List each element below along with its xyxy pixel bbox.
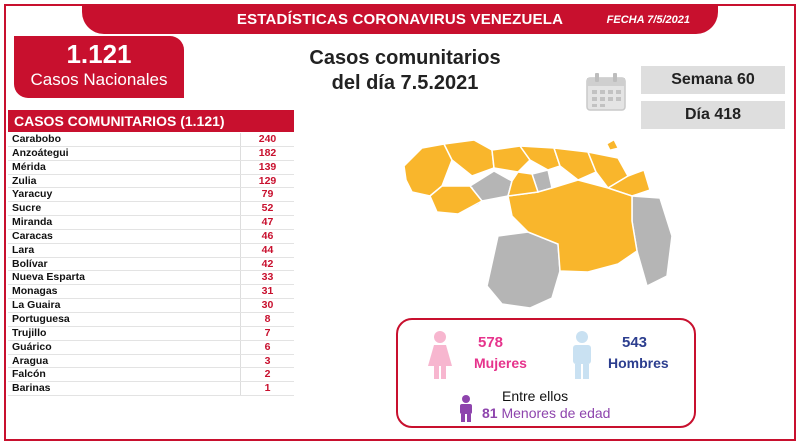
venezuela-map — [403, 139, 673, 309]
list-item: Bolívar 42 — [8, 257, 294, 272]
list-item: Falcón 2 — [8, 368, 294, 383]
state-cases: 79 — [240, 188, 294, 202]
headline-line-1: Casos comunitarios — [309, 47, 501, 69]
list-item: Trujillo 7 — [8, 326, 294, 341]
community-table-title: CASOS COMUNITARIOS (1.121) — [8, 110, 294, 132]
state-cases: 31 — [240, 285, 294, 299]
state-cases: 139 — [240, 160, 294, 174]
state-cases: 129 — [240, 174, 294, 188]
state-cases: 240 — [240, 133, 294, 146]
headline: Casos comunitarios del día 7.5.2021 — [260, 46, 550, 96]
list-item: Monagas 31 — [8, 285, 294, 300]
female-label: Mujeres — [474, 355, 527, 371]
state-name: Falcón — [12, 368, 46, 381]
minors-count: 81 — [482, 405, 498, 421]
community-cases-list: Carabobo 240 Anzoátegui 182 Mérida 139 Zulia 12… — [8, 133, 294, 397]
list-item: Yaracuy 79 — [8, 188, 294, 203]
child-icon — [460, 395, 472, 422]
state-name: Anzoátegui — [12, 146, 69, 159]
list-item: Nueva Esparta 33 — [8, 271, 294, 286]
state-name: Barinas — [12, 382, 51, 395]
list-item: Lara 44 — [8, 243, 294, 258]
male-icon — [573, 331, 591, 379]
calendar-icon — [586, 73, 626, 111]
male-label: Hombres — [608, 355, 669, 371]
week-box: Semana 60 — [641, 66, 785, 94]
state-name: Carabobo — [12, 133, 62, 145]
state-cases: 30 — [240, 299, 294, 312]
state-name: Yaracuy — [12, 188, 53, 201]
state-cases: 52 — [240, 202, 294, 216]
gender-breakdown-box: 578 Mujeres 543 Hombres Entre ellos 81 M… — [396, 318, 696, 428]
header-date: FECHA 7/5/2021 — [606, 14, 690, 26]
female-count: 578 — [478, 334, 504, 351]
list-item: Miranda 47 — [8, 216, 294, 230]
state-name: Miranda — [12, 216, 53, 229]
state-name: Caracas — [12, 229, 53, 242]
state-cases: 7 — [240, 326, 294, 340]
header-title: ESTADÍSTICAS CORONAVIRUS VENEZUELA — [236, 11, 564, 28]
state-name: Guárico — [12, 340, 52, 353]
headline-line-2: del día 7.5.2021 — [331, 72, 479, 94]
state-name: Portuguesa — [12, 312, 70, 325]
state-cases: 1 — [240, 382, 294, 396]
state-cases: 8 — [240, 312, 294, 326]
national-cases-count: 1.121 — [66, 39, 132, 69]
state-name: Nueva Esparta — [12, 271, 85, 284]
national-cases-label: Casos Nacionales — [30, 70, 168, 89]
state-cases: 3 — [240, 354, 294, 368]
state-name: Mérida — [12, 160, 46, 173]
state-name: Bolívar — [12, 257, 48, 270]
state-cases: 44 — [240, 243, 294, 257]
header-bar: ESTADÍSTICAS CORONAVIRUS VENEZUELA FECHA… — [82, 4, 718, 34]
female-icon — [428, 331, 452, 379]
list-item: Mérida 139 — [8, 160, 294, 175]
state-cases: 42 — [240, 257, 294, 271]
list-item: Caracas 46 — [8, 229, 294, 244]
list-item: Zulia 129 — [8, 174, 294, 189]
state-name: Aragua — [12, 354, 49, 367]
state-cases: 47 — [240, 216, 294, 229]
state-cases: 6 — [240, 340, 294, 354]
state-cases: 33 — [240, 271, 294, 285]
state-cases: 46 — [240, 229, 294, 243]
list-item: Carabobo 240 — [8, 133, 294, 147]
state-name: Trujillo — [12, 326, 47, 339]
state-name: Lara — [12, 243, 35, 256]
list-item: Portuguesa 8 — [8, 312, 294, 327]
state-cases: 182 — [240, 146, 294, 160]
state-name: La Guaira — [12, 299, 61, 312]
list-item: Anzoátegui 182 — [8, 146, 294, 161]
state-cases: 2 — [240, 368, 294, 382]
list-item: Sucre 52 — [8, 202, 294, 217]
male-count: 543 — [622, 334, 648, 351]
list-item: Guárico 6 — [8, 340, 294, 355]
minors-line: 81 Menores de edad — [482, 405, 610, 421]
state-name: Monagas — [12, 285, 58, 298]
day-box: Día 418 — [641, 101, 785, 129]
list-item: La Guaira 30 — [8, 299, 294, 313]
list-item: Barinas 1 — [8, 382, 294, 397]
national-cases-box: 1.121 Casos Nacionales — [14, 36, 184, 98]
state-name: Sucre — [12, 202, 42, 215]
among-label: Entre ellos — [502, 388, 569, 404]
list-item: Aragua 3 — [8, 354, 294, 369]
state-name: Zulia — [12, 174, 37, 187]
minors-label: Menores de edad — [501, 405, 611, 421]
